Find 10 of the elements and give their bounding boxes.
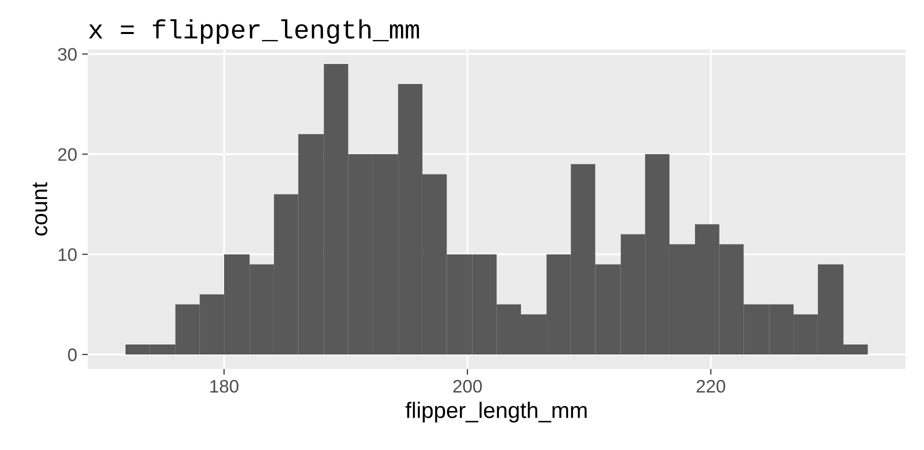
y-tick-label: 0 [68,348,77,362]
y-tick-label: 30 [58,48,77,61]
x-tick-label: 200 [453,380,482,393]
x-tick-label: 180 [210,380,238,393]
y-tick-label: 10 [58,248,77,262]
y-axis-title: count [32,182,48,236]
x-axis-title: flipper_length_mm [406,402,587,423]
x-tick-label: 220 [696,380,726,393]
y-tick-label: 20 [58,148,77,161]
chart-title: x = flipper_length_mm [88,19,419,44]
